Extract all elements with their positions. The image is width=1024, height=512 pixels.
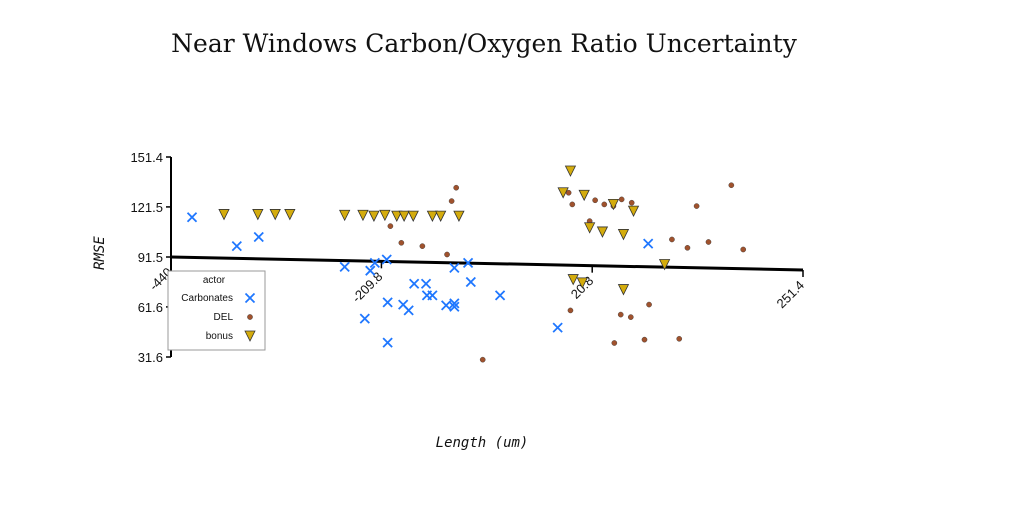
data-point-carbonates xyxy=(462,257,474,268)
data-point-bonus xyxy=(567,274,579,286)
data-point-bonus xyxy=(617,229,630,241)
data-point-carbonates xyxy=(441,300,452,311)
data-point-del xyxy=(676,336,683,342)
legend: actor Carbonates DEL bonus xyxy=(167,270,266,351)
data-point-del xyxy=(705,239,712,245)
data-point-del xyxy=(693,203,700,209)
data-point-del xyxy=(728,182,735,189)
chart-title: Near Windows Carbon/Oxygen Ratio Uncerta… xyxy=(171,29,798,58)
data-point-bonus xyxy=(658,259,671,271)
data-point-del xyxy=(627,314,634,320)
data-point-carbonates xyxy=(381,254,392,265)
data-point-bonus xyxy=(357,209,369,222)
data-point-del xyxy=(453,184,459,191)
data-point-bonus xyxy=(578,189,590,202)
y-tick-label: 61.6 xyxy=(138,300,163,315)
data-point-bonus xyxy=(435,210,447,222)
data-point-bonus xyxy=(252,209,264,221)
data-point-bonus xyxy=(379,209,391,222)
data-point-carbonates xyxy=(253,231,264,243)
data-point-del xyxy=(646,301,652,308)
x-axis-line xyxy=(170,255,804,272)
data-point-carbonates xyxy=(409,278,420,289)
x-tick-label: 251.4 xyxy=(774,278,808,312)
data-point-carbonates xyxy=(420,278,432,289)
data-points xyxy=(186,165,747,363)
data-point-del xyxy=(628,199,635,206)
data-point-bonus xyxy=(557,187,569,199)
data-point-bonus xyxy=(269,209,281,221)
data-point-del xyxy=(567,307,574,314)
legend-label-del: DEL xyxy=(214,312,234,323)
data-point-del xyxy=(601,201,608,208)
data-point-del xyxy=(740,246,747,253)
data-point-carbonates xyxy=(403,305,414,316)
legend-marker-carbonates xyxy=(244,292,256,304)
data-point-carbonates xyxy=(449,301,460,312)
data-point-bonus xyxy=(596,226,609,238)
data-point-carbonates xyxy=(449,262,460,273)
data-point-bonus xyxy=(584,222,596,234)
legend-label-bonus: bonus xyxy=(206,331,233,342)
legend-marker-bonus xyxy=(244,330,256,342)
y-tick-label: 121.5 xyxy=(130,200,163,215)
data-point-bonus xyxy=(564,165,577,177)
data-point-bonus xyxy=(391,210,403,222)
data-point-bonus xyxy=(617,284,630,296)
y-tick-label: 31.6 xyxy=(138,350,163,365)
data-point-carbonates xyxy=(552,322,563,333)
data-point-del xyxy=(479,356,486,363)
data-point-carbonates xyxy=(382,297,393,308)
data-point-carbonates xyxy=(427,290,438,301)
data-point-carbonates xyxy=(186,212,198,223)
legend-markers xyxy=(244,292,256,342)
data-point-bonus xyxy=(284,209,296,221)
data-point-bonus xyxy=(453,210,465,222)
y-tick-label: 91.5 xyxy=(138,250,163,265)
legend-label-carbonates: Carbonates xyxy=(181,293,233,304)
data-point-del xyxy=(618,196,625,203)
y-axis-ticks: 151.4 121.5 91.5 61.6 31.6 xyxy=(130,150,171,365)
data-point-carbonates xyxy=(339,261,350,272)
data-point-del xyxy=(669,236,675,243)
y-axis-label: RMSE xyxy=(92,236,108,270)
data-point-del xyxy=(684,245,691,251)
data-point-del xyxy=(569,201,576,208)
legend-title: actor xyxy=(203,275,226,286)
data-point-del xyxy=(398,240,405,246)
data-point-carbonates xyxy=(369,257,380,268)
data-point-del xyxy=(592,197,598,204)
data-point-bonus xyxy=(368,210,380,222)
x-axis-label: Length (um) xyxy=(436,435,529,451)
legend-marker-del xyxy=(247,314,253,320)
data-point-carbonates xyxy=(494,290,506,301)
data-point-del xyxy=(387,223,394,229)
data-point-del xyxy=(444,251,450,258)
data-point-carbonates xyxy=(359,313,370,324)
data-point-del xyxy=(641,336,648,343)
data-point-carbonates xyxy=(382,337,393,348)
data-point-bonus xyxy=(407,210,419,222)
data-point-carbonates xyxy=(365,265,376,276)
y-tick-label: 151.4 xyxy=(130,150,163,165)
data-point-bonus xyxy=(607,199,620,211)
data-point-del xyxy=(617,311,624,318)
data-point-bonus xyxy=(426,210,439,222)
data-point-bonus xyxy=(627,205,640,217)
data-point-carbonates xyxy=(231,241,242,252)
data-point-bonus xyxy=(398,210,410,222)
data-point-bonus xyxy=(576,277,588,289)
data-point-del xyxy=(448,198,455,204)
data-point-bonus xyxy=(218,209,230,221)
data-point-bonus xyxy=(339,209,351,222)
data-point-carbonates xyxy=(449,298,460,309)
data-point-del xyxy=(419,243,426,249)
data-point-del xyxy=(611,340,618,346)
data-point-carbonates xyxy=(465,276,476,288)
data-point-carbonates xyxy=(643,238,654,249)
